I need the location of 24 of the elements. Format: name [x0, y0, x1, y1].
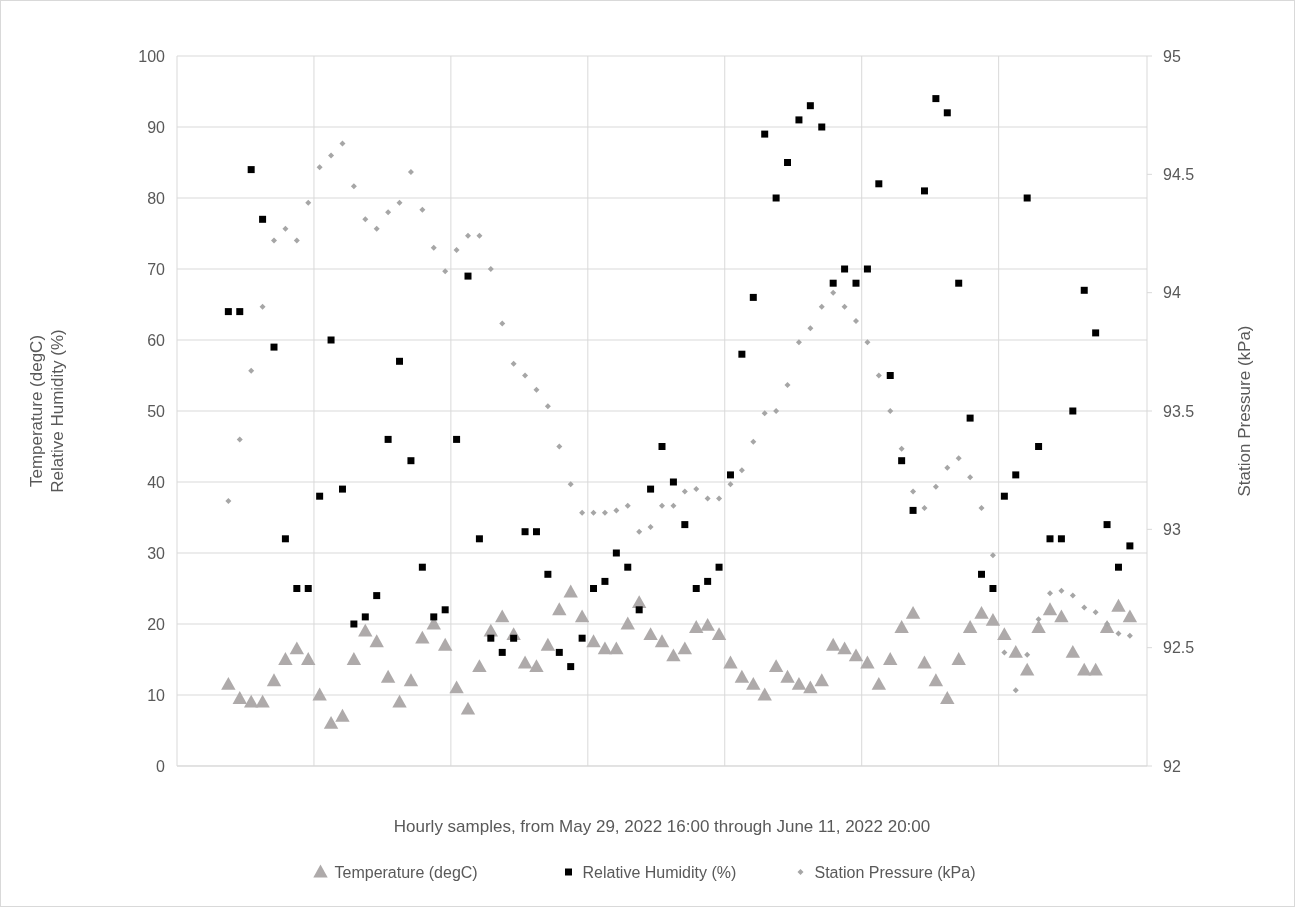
legend-label: Station Pressure (kPa) — [814, 863, 976, 881]
y2-tick-label: 94.5 — [1163, 165, 1195, 183]
y-tick-label: 60 — [147, 331, 166, 349]
y2-tick-label: 93 — [1163, 520, 1181, 538]
y2-tick-label: 93.5 — [1163, 402, 1195, 420]
y-tick-label: 20 — [147, 615, 166, 633]
x-axis-title: Hourly samples, from May 29, 2022 16:00 through June 11, 2022 20:00 — [393, 817, 931, 836]
y2-tick-label: 95 — [1163, 47, 1181, 65]
y-tick-label: 40 — [147, 473, 166, 491]
y-tick-label: 90 — [147, 118, 166, 136]
y-tick-label: 30 — [147, 544, 166, 562]
y2-tick-label: 92 — [1163, 757, 1181, 775]
y2-axis-title: Station Pressure (kPa) — [1235, 325, 1254, 497]
legend-label: Relative Humidity (%) — [582, 863, 737, 881]
y2-tick-label: 94 — [1163, 284, 1181, 302]
y-axis-title: Temperature (degC) Relative Humidity (%) — [27, 329, 67, 493]
y-tick-label: 70 — [147, 260, 166, 278]
y-tick-label: 80 — [147, 189, 166, 207]
y-tick-label: 0 — [156, 757, 166, 775]
y-tick-label: 10 — [147, 686, 166, 704]
y-tick-label: 50 — [147, 402, 166, 420]
y-tick-label: 100 — [138, 47, 166, 65]
legend-label: Temperature (degC) — [334, 863, 478, 881]
y2-tick-label: 92.5 — [1163, 639, 1195, 657]
